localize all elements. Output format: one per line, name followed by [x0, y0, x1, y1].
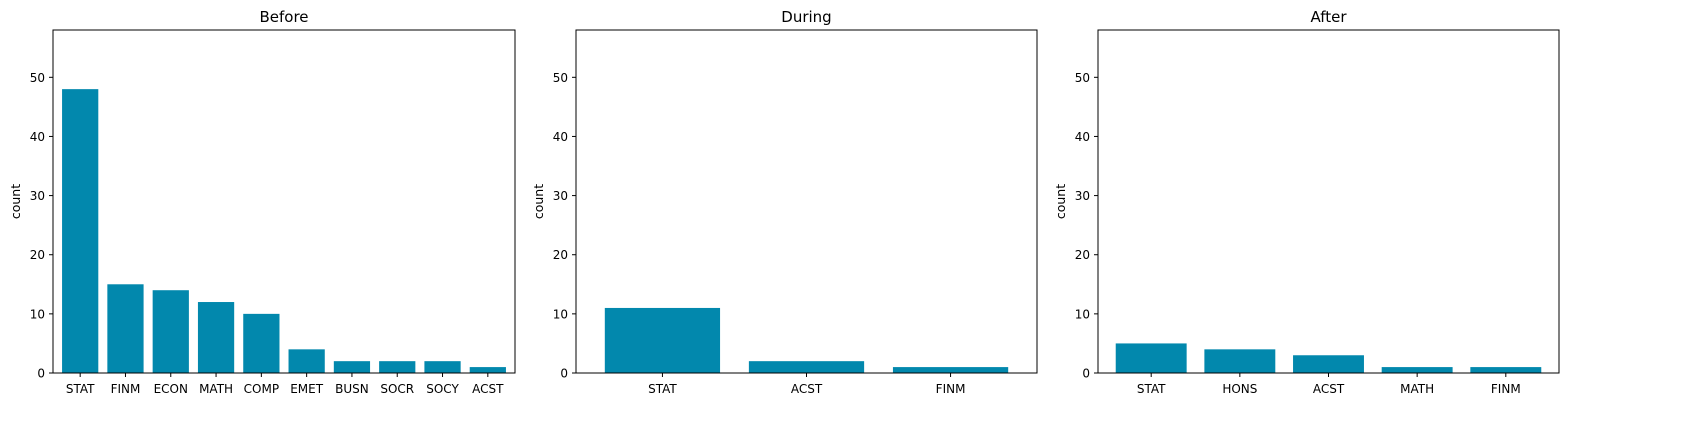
bar-acst	[1293, 355, 1364, 373]
bar-math	[197, 302, 235, 373]
x-tick-label-acst: ACST	[791, 382, 823, 396]
bar-math	[1381, 367, 1453, 373]
x-tick-label-stat: STAT	[648, 382, 677, 396]
bar-finm	[1470, 367, 1542, 373]
bar-socr	[379, 361, 416, 373]
bar-acst	[469, 367, 506, 373]
axes-frame	[1097, 29, 1560, 374]
x-tick-label-emet: EMET	[290, 382, 324, 396]
y-tick-label: 40	[30, 130, 45, 144]
x-tick-label-math: MATH	[199, 382, 233, 396]
x-tick-label-econ: ECON	[154, 382, 188, 396]
bar-stat	[62, 89, 99, 373]
x-tick-label-acst: ACST	[472, 382, 504, 396]
y-tick-label: 50	[1075, 71, 1090, 85]
y-axis-label: count	[8, 184, 23, 219]
y-tick-label: 50	[553, 71, 568, 85]
bar-econ	[152, 290, 189, 373]
bar-stat	[604, 307, 721, 373]
x-tick-label-finm: FINM	[936, 382, 966, 396]
x-tick-label-socr: SOCR	[380, 382, 414, 396]
y-tick-label: 20	[553, 248, 568, 262]
chart-panel-after: 0 10 20 30 40 50 STAT HONS ACST MATH FINM After coun…	[1053, 8, 1560, 396]
bar-socy	[424, 361, 461, 373]
chart-title: Before	[259, 8, 308, 26]
chart-title: During	[781, 8, 831, 26]
bar-acst	[748, 361, 865, 373]
y-tick-label: 50	[30, 71, 45, 85]
chart-panel-before: 0 10 20 30 40 50 STAT FINM ECON MATH COMP EMET BUSN S…	[8, 8, 516, 396]
x-tick-label-stat: STAT	[1137, 382, 1166, 396]
y-tick-label: 10	[1075, 307, 1090, 321]
bar-hons	[1204, 349, 1276, 373]
y-tick-label: 0	[1082, 367, 1090, 381]
x-tick-label-comp: COMP	[244, 382, 279, 396]
bar-finm	[107, 284, 144, 373]
y-tick-label: 40	[553, 130, 568, 144]
bar-busn	[333, 361, 371, 373]
y-tick-label: 10	[30, 307, 45, 321]
y-tick-label: 10	[553, 307, 568, 321]
bar-comp	[243, 313, 280, 373]
x-tick-label-math: MATH	[1400, 382, 1434, 396]
chart-panel-during: 0 10 20 30 40 50 STAT ACST FINM During count	[531, 8, 1038, 396]
y-tick-label: 0	[560, 367, 568, 381]
y-axis-label: count	[1053, 184, 1068, 219]
x-tick-label-hons: HONS	[1222, 382, 1257, 396]
x-tick-label-finm: FINM	[1491, 382, 1521, 396]
x-tick-label-acst: ACST	[1313, 382, 1345, 396]
x-tick-label-stat: STAT	[66, 382, 95, 396]
x-tick-label-socy: SOCY	[426, 382, 459, 396]
y-tick-label: 30	[30, 189, 45, 203]
x-tick-label-finm: FINM	[111, 382, 141, 396]
bar-emet	[288, 349, 325, 373]
bar-stat	[1115, 343, 1187, 373]
chart-title: After	[1310, 8, 1347, 26]
y-tick-label: 30	[553, 189, 568, 203]
y-tick-label: 40	[1075, 130, 1090, 144]
bar-finm	[892, 367, 1009, 373]
y-tick-label: 20	[30, 248, 45, 262]
y-axis-label: count	[531, 184, 546, 219]
y-tick-label: 0	[37, 367, 45, 381]
y-tick-label: 30	[1075, 189, 1090, 203]
y-tick-label: 20	[1075, 248, 1090, 262]
axes-frame	[52, 29, 516, 374]
x-tick-label-busn: BUSN	[335, 382, 369, 396]
